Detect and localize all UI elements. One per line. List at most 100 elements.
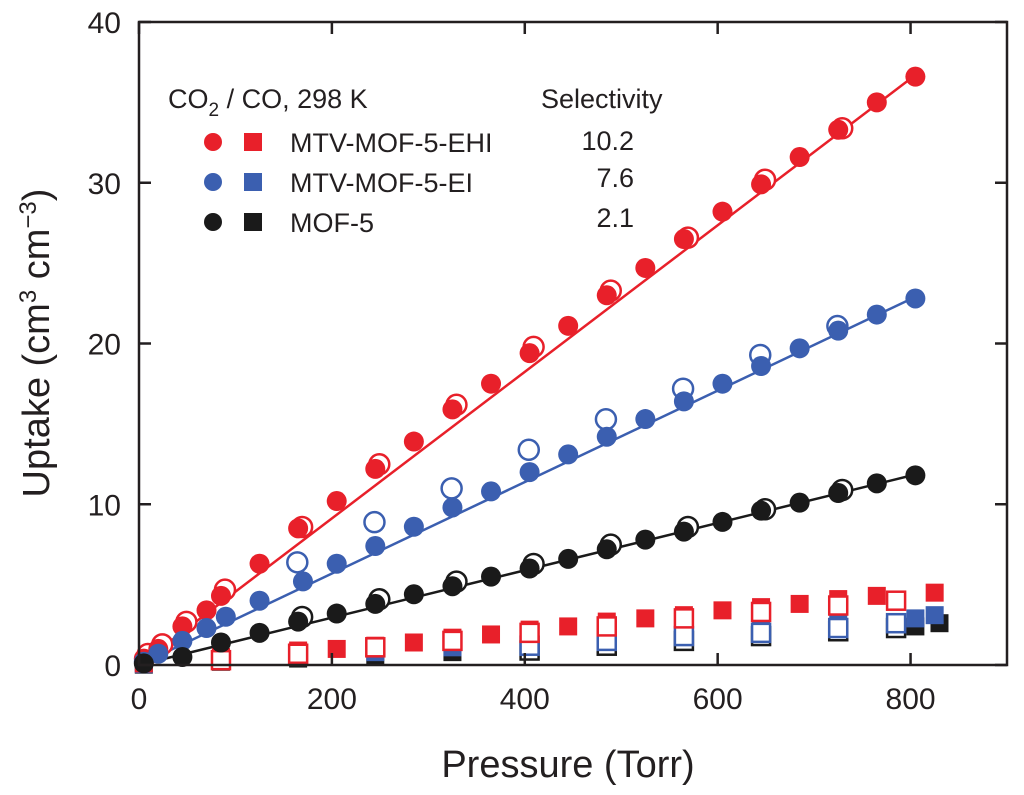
co-desorption-open-square-mtv-mof-5-ei	[827, 617, 849, 639]
co2-adsorption-circle-mtv-mof-5-ehi	[365, 458, 386, 479]
y-tick-label: 30	[88, 168, 121, 201]
legend-condition-prefix: CO	[168, 84, 209, 114]
selectivity-value-ei: 7.6	[596, 163, 634, 193]
y-axis-title: Uptake (cm3 cm−3)	[15, 189, 58, 498]
co2-adsorption-circle-mtv-mof-5-ehi	[789, 147, 810, 168]
co2-adsorption-circle-mof-5	[442, 576, 463, 597]
co2-adsorption-circle-mtv-mof-5-ei	[596, 426, 617, 447]
co2-adsorption-circle-mof-5	[210, 632, 231, 653]
co-adsorption-square-mtv-mof-5-ei	[906, 609, 925, 628]
co2-desorption-open-circle-mtv-mof-5-ei	[517, 438, 541, 462]
legend-condition: CO2 / CO, 298 K	[168, 84, 368, 121]
y-title-mid: cm	[16, 229, 58, 290]
co2-adsorption-circle-mtv-mof-5-ehi	[558, 315, 579, 336]
legend-condition-suffix: / CO, 298 K	[219, 84, 368, 114]
co2-adsorption-circle-mof-5	[172, 646, 193, 667]
co2-adsorption-circle-mtv-mof-5-ehi	[249, 553, 270, 574]
co2-adsorption-circle-mtv-mof-5-ei	[249, 590, 270, 611]
co-desorption-open-square-mtv-mof-5-ehi	[885, 590, 907, 611]
co2-adsorption-circle-mtv-mof-5-ei	[403, 516, 424, 537]
y-title-sup1: 3	[15, 290, 42, 303]
co2-adsorption-circle-mtv-mof-5-ei	[172, 630, 193, 651]
plot-frame	[137, 20, 1009, 667]
co2-adsorption-circle-mtv-mof-5-ehi	[403, 431, 424, 452]
x-tick-label: 200	[307, 683, 357, 716]
co2-adsorption-circle-mtv-mof-5-ei	[215, 606, 236, 627]
co2-adsorption-circle-mof-5	[403, 584, 424, 605]
co-desorption-open-square-mtv-mof-5-ehi	[673, 608, 695, 629]
co2-adsorption-circle-mtv-mof-5-ehi	[828, 119, 849, 140]
legend-condition-sub: 2	[209, 100, 220, 121]
co2-adsorption-circle-mtv-mof-5-ei	[292, 571, 313, 592]
co2-adsorption-circle-mtv-mof-5-ei	[481, 481, 502, 502]
co2-adsorption-circle-mtv-mof-5-ehi	[751, 174, 772, 195]
co2-adsorption-circle-mof-5	[712, 511, 733, 532]
co-adsorption-square-mtv-mof-5-ehi	[713, 601, 732, 620]
co-desorption-open-square-mtv-mof-5-ei	[750, 622, 772, 644]
co2-adsorption-circle-mtv-mof-5-ehi	[596, 285, 617, 306]
co2-desorption-open-circle-mtv-mof-5-ei	[363, 510, 386, 534]
co-adsorption-square-mtv-mof-5-ehi	[327, 639, 346, 658]
co2-adsorption-circle-mtv-mof-5-ehi	[196, 600, 217, 621]
co2-adsorption-circle-mtv-mof-5-ehi	[481, 373, 502, 394]
co2-desorption-open-circle-mtv-mof-5-ei	[286, 551, 309, 574]
co2-adsorption-circle-mof-5	[673, 521, 694, 542]
co2-adsorption-circle-mtv-mof-5-ehi	[866, 92, 887, 113]
y-title-sup2: −3	[15, 201, 42, 228]
co2-adsorption-circle-mtv-mof-5-ei	[905, 288, 926, 309]
co-adsorption-square-mtv-mof-5-ei	[925, 606, 944, 625]
legend-label-ei: MTV-MOF-5-EI	[290, 168, 473, 198]
co-adsorption-square-mtv-mof-5-ehi	[559, 617, 578, 636]
co2-adsorption-circle-mof-5	[481, 566, 502, 587]
co-desorption-open-square-mtv-mof-5-ehi	[365, 637, 386, 658]
co-adsorption-square-mtv-mof-5-ehi	[636, 609, 655, 628]
co2-adsorption-circle-mtv-mof-5-ehi	[288, 518, 309, 539]
co2-adsorption-circle-mof-5	[596, 539, 617, 560]
co2-adsorption-circle-mtv-mof-5-ei	[712, 373, 733, 394]
y-title-prefix: Uptake (cm	[16, 303, 58, 497]
axis-ticks	[137, 20, 1007, 667]
co2-adsorption-circle-mtv-mof-5-ei	[828, 320, 849, 341]
co2-adsorption-circle-mof-5	[828, 482, 849, 503]
y-tick-label: 0	[104, 650, 121, 683]
selectivity-value-ehi: 10.2	[581, 126, 634, 156]
co-adsorption-square-mtv-mof-5-ehi	[925, 583, 944, 602]
co2-adsorption-circle-mtv-mof-5-ehi	[635, 257, 656, 278]
co2-adsorption-circle-mtv-mof-5-ei	[673, 391, 694, 412]
co-desorption-open-square-mtv-mof-5-ei	[673, 625, 695, 647]
co2-adsorption-circle-mtv-mof-5-ehi	[442, 399, 463, 420]
co2-adsorption-circle-mtv-mof-5-ehi	[712, 201, 733, 222]
co2-adsorption-circle-mtv-mof-5-ei	[635, 409, 656, 430]
co2-adsorption-circle-mof-5	[558, 548, 579, 569]
co2-adsorption-circle-mtv-mof-5-ei	[866, 304, 887, 325]
co-adsorption-square-mtv-mof-5-ehi	[404, 633, 423, 652]
co2-adsorption-circle-mof-5	[326, 603, 347, 624]
y-tick-label: 20	[88, 329, 121, 362]
co2-desorption-open-circle-mtv-mof-5-ei	[594, 408, 618, 431]
legend-marker-square-ei	[244, 173, 262, 191]
co-adsorption-square-mtv-mof-5-ehi	[482, 625, 501, 644]
co2-adsorption-circle-mtv-mof-5-ei	[789, 338, 810, 359]
co2-adsorption-circle-mof-5	[866, 473, 887, 494]
selectivity-header: Selectivity	[541, 84, 663, 114]
y-tick-label: 40	[88, 7, 121, 40]
legend-label-mof5: MOF-5	[290, 208, 374, 238]
co2-adsorption-circle-mof-5	[751, 500, 772, 521]
co2-adsorption-circle-mtv-mof-5-ehi	[905, 66, 926, 87]
legend-marker-square-mof5	[244, 213, 262, 231]
legend-marker-circle-ehi	[204, 133, 222, 151]
co-desorption-open-square-mtv-mof-5-ehi	[519, 622, 540, 644]
x-tick-label: 600	[693, 683, 743, 716]
co-desorption-open-square-mtv-mof-5-ehi	[287, 643, 309, 664]
co-desorption-open-square-mtv-mof-5-ehi	[442, 630, 463, 652]
co2-adsorption-circle-mof-5	[365, 593, 386, 614]
legend-label-ehi: MTV-MOF-5-EHI	[290, 128, 493, 158]
co-desorption-open-square-mtv-mof-5-ei	[885, 612, 907, 634]
y-title-suffix: )	[16, 189, 58, 202]
co2-adsorption-circle-mof-5	[789, 492, 810, 513]
co2-adsorption-circle-mtv-mof-5-ei	[148, 643, 169, 664]
co2-adsorption-circle-mof-5	[905, 465, 926, 486]
co2-adsorption-circle-mtv-mof-5-ehi	[210, 585, 231, 606]
co-desorption-open-square-mtv-mof-5-ehi	[210, 649, 232, 671]
co2-adsorption-circle-mof-5	[635, 529, 656, 550]
